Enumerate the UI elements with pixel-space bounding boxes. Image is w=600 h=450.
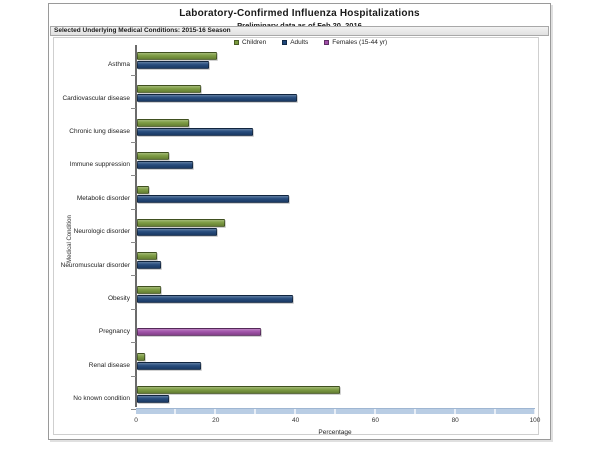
chart-subtitle: Preliminary data as of Feb 20, 2016	[49, 21, 550, 30]
axis-tick	[131, 75, 136, 76]
bar-children	[137, 285, 161, 294]
bar-adults	[137, 94, 297, 103]
x-tick-label: 40	[291, 417, 300, 424]
bar-children	[137, 85, 201, 94]
category-label: Asthma	[107, 61, 130, 69]
axis-tick	[131, 208, 136, 210]
legend-item: Females (15-44 yr)	[324, 39, 387, 46]
bar-children	[137, 386, 341, 394]
section-header: Selected Underlying Medical Conditions: …	[50, 26, 549, 36]
bar-children	[137, 252, 157, 261]
legend-item: Children	[234, 39, 266, 46]
axis-tick	[131, 242, 136, 243]
x-axis-label: Percentage	[318, 429, 352, 436]
bar-females-15-44-yr	[137, 328, 261, 337]
axis-tick	[131, 375, 136, 377]
category-label: Obesity	[107, 294, 130, 302]
axis-tick	[131, 141, 136, 143]
bar-children	[137, 52, 217, 60]
bar-adults	[137, 261, 161, 270]
category-label: Pregnancy	[98, 328, 130, 336]
bar-children	[137, 152, 169, 161]
legend-swatch-icon	[234, 40, 239, 45]
chart-title: Laboratory-Confirmed Influenza Hospitali…	[179, 8, 420, 19]
category-group: Neuromuscular disorder	[54, 248, 538, 281]
axis-tick	[131, 108, 136, 110]
bar-adults	[137, 194, 289, 203]
axis-tick	[131, 308, 136, 310]
x-tick-label: 0	[134, 417, 138, 424]
category-group: Chronic lung disease	[54, 115, 538, 148]
x-tick-label: 100	[529, 417, 541, 424]
plot: Asthma Cardiovascular disease Chronic lung…	[54, 38, 538, 434]
category-label: Immune suppression	[69, 161, 130, 169]
category-label: Chronic lung disease	[69, 127, 130, 135]
bar-children	[137, 219, 225, 227]
axis-tick	[131, 275, 136, 277]
legend-label: Children	[242, 39, 267, 46]
report-panel: Laboratory-Confirmed Influenza Hospitali…	[48, 3, 551, 440]
axis-tick	[131, 175, 136, 177]
axis-tick	[131, 409, 136, 410]
legend: Children Adults Females (15-44 yr)	[234, 39, 387, 46]
x-axis-strip	[136, 408, 535, 414]
category-label: Cardiovascular disease	[62, 94, 130, 102]
axis-tick	[131, 342, 136, 344]
category-label: Neuromuscular disorder	[60, 261, 130, 269]
category-label: Neurologic disorder	[73, 228, 130, 236]
legend-swatch-icon	[324, 40, 330, 45]
x-tick-label: 20	[212, 417, 220, 424]
category-group: Metabolic disorder	[54, 182, 538, 215]
chart-area: Children Adults Females (15-44 yr) Medical…	[53, 37, 540, 436]
legend-item: Adults	[282, 39, 308, 46]
category-group: Asthma	[54, 48, 538, 81]
legend-label: Adults	[290, 39, 309, 46]
bar-adults	[137, 361, 201, 370]
category-group: No known condition	[54, 382, 538, 415]
bar-adults	[137, 228, 217, 236]
x-tick-label: 80	[451, 417, 459, 424]
category-group: Obesity	[54, 282, 538, 315]
bar-adults	[137, 161, 193, 170]
x-tick-label: 60	[371, 417, 379, 424]
category-label: Metabolic disorder	[76, 194, 130, 202]
bar-children	[137, 185, 149, 194]
bar-adults	[137, 294, 293, 303]
legend-swatch-icon	[282, 40, 288, 45]
category-group: Cardiovascular disease	[54, 81, 538, 114]
bar-adults	[137, 395, 169, 403]
bar-children	[137, 352, 145, 361]
category-group: Renal disease	[54, 349, 538, 382]
category-group: Immune suppression	[54, 148, 538, 181]
bar-adults	[137, 61, 209, 69]
category-label: Renal disease	[88, 361, 130, 369]
bar-adults	[137, 127, 253, 136]
y-axis-line	[135, 45, 137, 407]
legend-label: Females (15-44 yr)	[332, 39, 388, 46]
category-label: No known condition	[73, 395, 130, 403]
category-group: Neurologic disorder	[54, 215, 538, 248]
bar-children	[137, 118, 189, 127]
category-group: Pregnancy	[54, 315, 538, 348]
